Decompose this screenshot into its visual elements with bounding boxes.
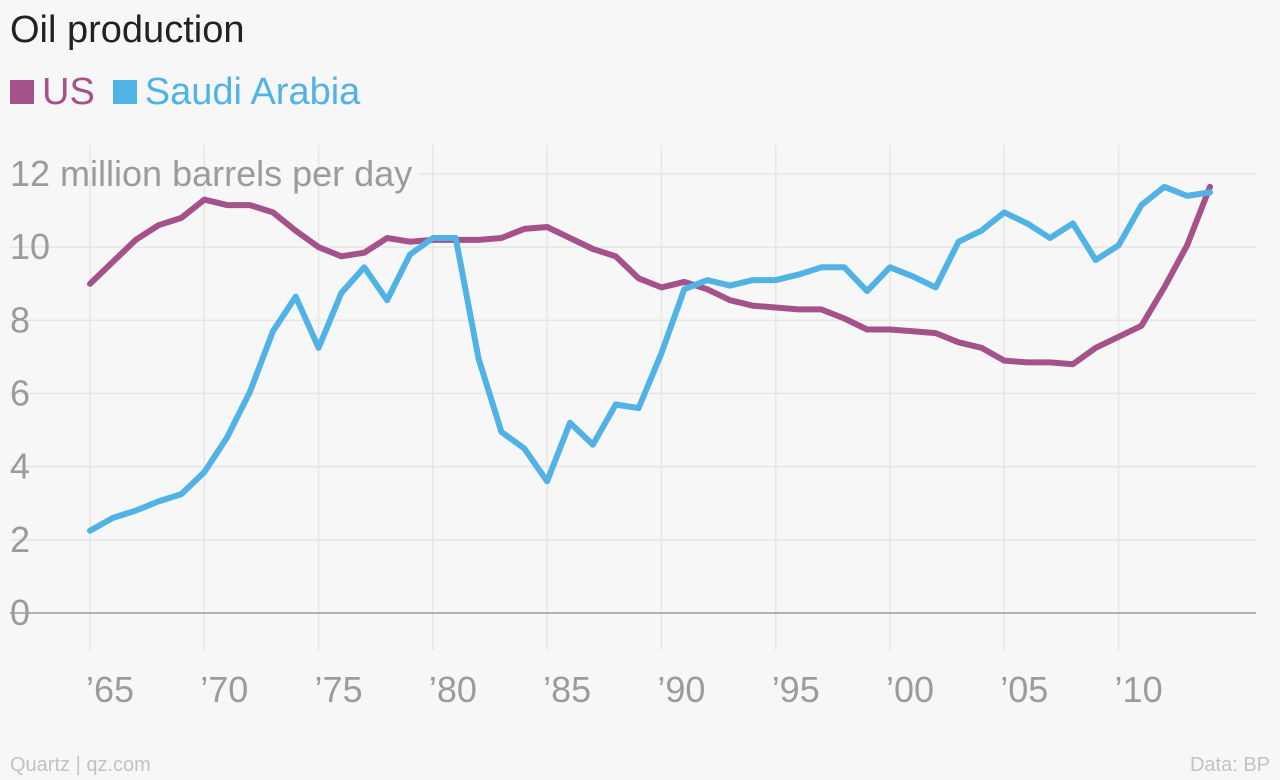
legend: US Saudi Arabia [10,70,378,114]
y-top-label-backdrop [6,170,419,178]
y-tick-label-10: 10 [10,226,50,267]
chart-title: Oil production [10,9,245,51]
legend-item-us: US [10,70,95,114]
series-line-saudi-arabia [87,183,1213,534]
footer-data-source: Data: BP [1189,754,1270,776]
legend-swatch-us [10,80,34,104]
x-tick-label-2010: ’10 [1115,669,1163,710]
x-tick-label-2000: ’00 [886,669,934,710]
legend-swatch-saudi-arabia [112,80,137,104]
x-tick-label-1975: ’75 [315,669,363,710]
y-tick-label-0: 0 [10,592,30,633]
footer-credit: Quartz | qz.com [10,754,151,776]
y-tick-label-4: 4 [10,446,30,487]
legend-label-us: US [42,71,95,113]
x-tick-label-1965: ’65 [86,669,134,710]
x-tick-label-1995: ’95 [772,669,820,710]
y-tick-label-6: 6 [10,373,30,414]
series-line-us [87,183,1213,368]
x-tick-label-1970: ’70 [200,669,248,710]
x-tick-label-1980: ’80 [429,669,477,710]
y-tick-label-2: 2 [10,519,30,560]
x-tick-label-1985: ’85 [543,669,591,710]
x-tick-label-1990: ’90 [657,669,705,710]
x-tick-label-2005: ’05 [1000,669,1048,710]
y-tick-label-8: 8 [10,299,30,340]
legend-label-saudi-arabia: Saudi Arabia [144,71,361,113]
legend-item-saudi-arabia: Saudi Arabia [112,70,361,114]
y-tick-label-12: 12 million barrels per day [10,153,412,194]
